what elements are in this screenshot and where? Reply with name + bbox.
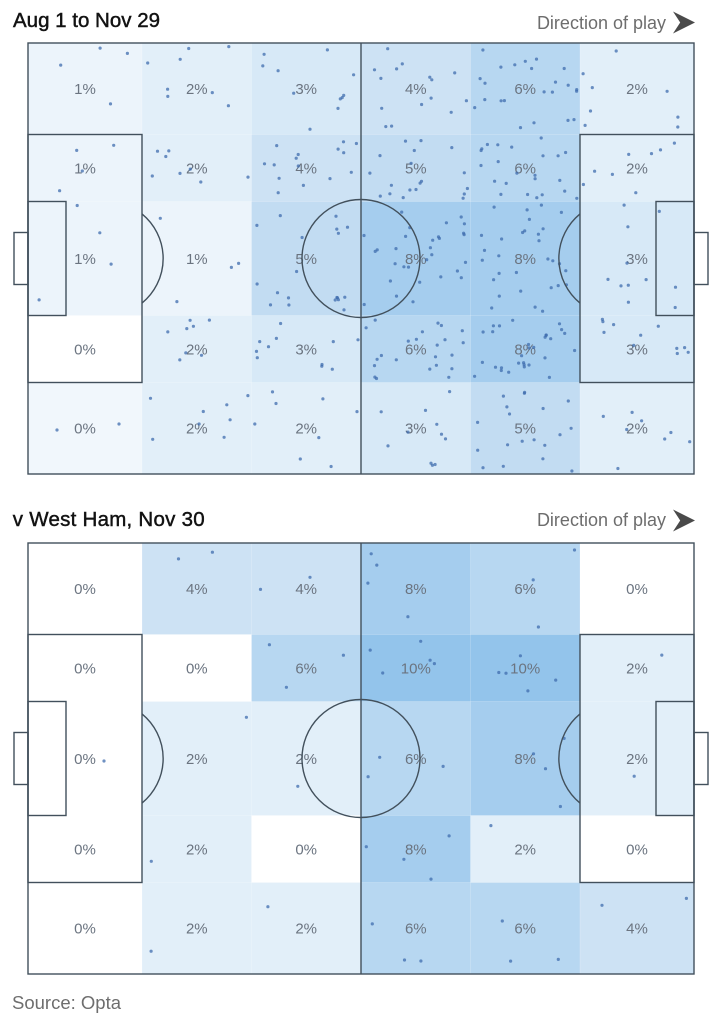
svg-text:2%: 2% (626, 751, 648, 768)
svg-text:8%: 8% (405, 581, 427, 598)
svg-text:2%: 2% (514, 841, 536, 858)
svg-text:2%: 2% (186, 841, 208, 858)
svg-text:3%: 3% (295, 81, 317, 98)
svg-text:2%: 2% (626, 81, 648, 98)
svg-text:2%: 2% (186, 160, 208, 177)
svg-text:Direction of play: Direction of play (537, 510, 666, 530)
svg-text:6%: 6% (514, 160, 536, 177)
svg-text:Aug 1 to Nov 29: Aug 1 to Nov 29 (13, 9, 160, 32)
svg-text:2%: 2% (295, 921, 317, 938)
svg-text:2%: 2% (186, 81, 208, 98)
svg-text:3%: 3% (405, 421, 427, 438)
svg-text:Source: Opta: Source: Opta (12, 992, 122, 1013)
svg-text:3%: 3% (295, 341, 317, 358)
svg-text:0%: 0% (186, 660, 208, 677)
svg-text:0%: 0% (626, 841, 648, 858)
svg-text:4%: 4% (295, 581, 317, 598)
svg-text:8%: 8% (405, 251, 427, 268)
svg-text:6%: 6% (514, 921, 536, 938)
svg-text:8%: 8% (514, 251, 536, 268)
svg-text:0%: 0% (295, 841, 317, 858)
svg-text:0%: 0% (626, 581, 648, 598)
svg-text:2%: 2% (295, 751, 317, 768)
svg-text:2%: 2% (626, 660, 648, 677)
svg-text:0%: 0% (74, 341, 96, 358)
svg-text:3%: 3% (626, 251, 648, 268)
svg-text:2%: 2% (295, 421, 317, 438)
svg-text:4%: 4% (295, 160, 317, 177)
svg-text:8%: 8% (514, 341, 536, 358)
svg-text:6%: 6% (405, 341, 427, 358)
svg-text:0%: 0% (74, 921, 96, 938)
svg-text:2%: 2% (186, 751, 208, 768)
svg-text:10%: 10% (401, 660, 431, 677)
svg-text:0%: 0% (74, 660, 96, 677)
svg-text:6%: 6% (514, 581, 536, 598)
svg-text:3%: 3% (626, 341, 648, 358)
svg-text:0%: 0% (74, 421, 96, 438)
svg-text:8%: 8% (514, 751, 536, 768)
svg-text:2%: 2% (186, 341, 208, 358)
svg-text:5%: 5% (514, 421, 536, 438)
svg-text:4%: 4% (626, 921, 648, 938)
svg-text:10%: 10% (510, 660, 540, 677)
svg-text:1%: 1% (186, 251, 208, 268)
svg-text:Direction of play: Direction of play (537, 13, 666, 33)
svg-text:5%: 5% (295, 251, 317, 268)
svg-text:2%: 2% (626, 421, 648, 438)
svg-text:1%: 1% (74, 160, 96, 177)
svg-text:2%: 2% (186, 421, 208, 438)
svg-text:6%: 6% (405, 921, 427, 938)
svg-text:v West Ham, Nov 30: v West Ham, Nov 30 (13, 508, 205, 531)
svg-text:6%: 6% (405, 751, 427, 768)
svg-text:2%: 2% (626, 160, 648, 177)
svg-text:6%: 6% (295, 660, 317, 677)
svg-text:2%: 2% (186, 921, 208, 938)
svg-text:4%: 4% (405, 81, 427, 98)
svg-text:5%: 5% (405, 160, 427, 177)
svg-text:8%: 8% (405, 841, 427, 858)
svg-text:0%: 0% (74, 581, 96, 598)
svg-text:0%: 0% (74, 751, 96, 768)
svg-text:1%: 1% (74, 81, 96, 98)
svg-text:4%: 4% (186, 581, 208, 598)
svg-text:6%: 6% (514, 81, 536, 98)
svg-text:0%: 0% (74, 841, 96, 858)
svg-text:1%: 1% (74, 251, 96, 268)
